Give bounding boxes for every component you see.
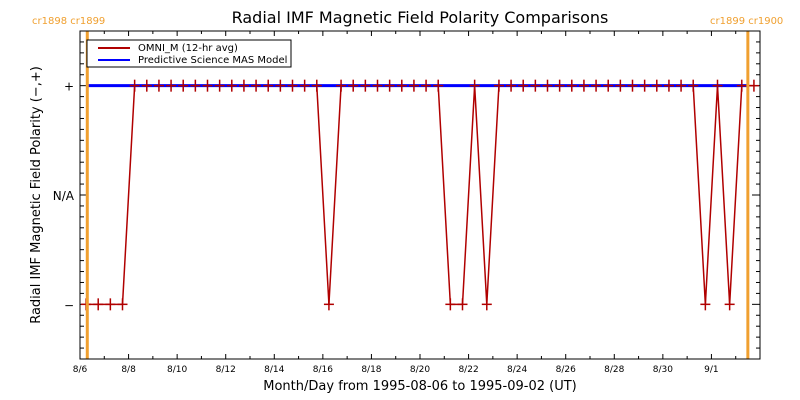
data-point-omni: [299, 79, 310, 92]
data-point-omni: [202, 79, 213, 92]
plot-frame: [79, 30, 761, 360]
data-point-omni: [651, 79, 662, 92]
legend-box: [86, 39, 292, 68]
x-tick-labels: 8/6 8/8 8/10 8/12 8/14 8/16 8/18 8/20 8/22 8/24 8/…: [73, 365, 719, 375]
data-point-omni: [554, 79, 565, 92]
x-tick-label: 8/26: [556, 365, 576, 375]
data-point-omni: [615, 79, 626, 92]
data-point-omni: [493, 79, 504, 92]
data-point-omni: [639, 79, 650, 92]
x-tick-label: 8/30: [653, 365, 673, 375]
x-tick-label: 8/20: [410, 365, 430, 375]
data-point-omni: [372, 79, 383, 92]
data-point-omni: [676, 79, 687, 92]
data-point-omni: [469, 79, 480, 92]
data-point-omni: [445, 298, 456, 311]
data-point-omni: [518, 79, 529, 92]
data-point-omni: [603, 79, 614, 92]
data-point-omni: [748, 79, 759, 92]
y-tick-label: −: [64, 298, 74, 312]
data-point-omni: [566, 79, 577, 92]
data-point-omni: [275, 79, 286, 92]
data-point-omni: [190, 79, 201, 92]
x-tick-label: 8/28: [604, 365, 624, 375]
data-point-omni: [360, 79, 371, 92]
data-point-omni: [724, 298, 735, 311]
x-tick-label: 8/24: [507, 365, 527, 375]
x-tick-label: 8/12: [216, 365, 236, 375]
data-point-omni: [323, 298, 334, 311]
chart-title: Radial IMF Magnetic Field Polarity Compa…: [232, 8, 609, 27]
data-point-omni: [348, 79, 359, 92]
data-point-omni: [457, 298, 468, 311]
y-tick-label: +: [64, 80, 74, 94]
data-point-omni: [421, 79, 432, 92]
x-tick-label: 8/22: [458, 365, 478, 375]
carrington-lines: [85, 31, 750, 359]
x-axis-title: Month/Day from 1995-08-06 to 1995-09-02 …: [263, 379, 576, 394]
carrington-label-left: cr1898 cr1899: [32, 16, 105, 27]
data-point-omni: [736, 79, 747, 92]
data-point-omni: [166, 79, 177, 92]
data-point-omni: [263, 79, 274, 92]
data-point-omni: [178, 79, 189, 92]
data-point-omni: [627, 79, 638, 92]
x-tick-label: 9/1: [704, 365, 718, 375]
carrington-label-right: cr1899 cr1900: [710, 16, 783, 27]
data-point-omni: [117, 298, 128, 311]
x-tick-label: 8/18: [361, 365, 381, 375]
x-tick-label: 8/16: [313, 365, 333, 375]
data-point-omni: [506, 79, 517, 92]
data-point-omni: [214, 79, 225, 92]
data-point-omni: [591, 79, 602, 92]
x-tick-label: 8/8: [121, 365, 136, 375]
legend: OMNI_M (12-hr avg) Predictive Science MA…: [86, 39, 292, 68]
data-point-omni: [153, 79, 164, 92]
data-point-omni: [530, 79, 541, 92]
data-point-omni: [238, 79, 249, 92]
data-point-omni: [129, 79, 140, 92]
data-point-omni: [481, 298, 492, 311]
legend-label-mas: Predictive Science MAS Model: [138, 55, 287, 66]
data-point-omni: [688, 79, 699, 92]
data-point-omni: [542, 79, 553, 92]
data-point-omni: [433, 79, 444, 92]
data-point-omni: [712, 79, 723, 92]
y-tick-label: N/A: [53, 189, 75, 203]
data-point-omni: [396, 79, 407, 92]
data-point-omni: [700, 298, 711, 311]
series-layer: [81, 79, 759, 311]
series-line-omni: [86, 84, 754, 306]
x-tick-label: 8/6: [73, 365, 88, 375]
data-point-omni: [105, 298, 116, 311]
y-tick-labels: + N/A −: [53, 80, 75, 313]
data-point-omni: [287, 79, 298, 92]
legend-label-omni: OMNI_M (12-hr avg): [138, 43, 238, 54]
axis-ticks: [79, 30, 761, 360]
data-point-omni: [384, 79, 395, 92]
y-axis-title: Radial IMF Magnetic Field Polarity (−,+): [29, 66, 44, 324]
data-point-omni: [663, 79, 674, 92]
data-point-omni: [93, 298, 104, 311]
data-point-omni: [311, 79, 322, 92]
data-point-omni: [141, 79, 152, 92]
x-tick-label: 8/10: [167, 365, 187, 375]
data-point-omni: [226, 79, 237, 92]
data-point-omni: [408, 79, 419, 92]
x-tick-label: 8/14: [264, 365, 284, 375]
data-point-omni: [578, 79, 589, 92]
data-point-omni: [336, 79, 347, 92]
data-point-omni: [251, 79, 262, 92]
